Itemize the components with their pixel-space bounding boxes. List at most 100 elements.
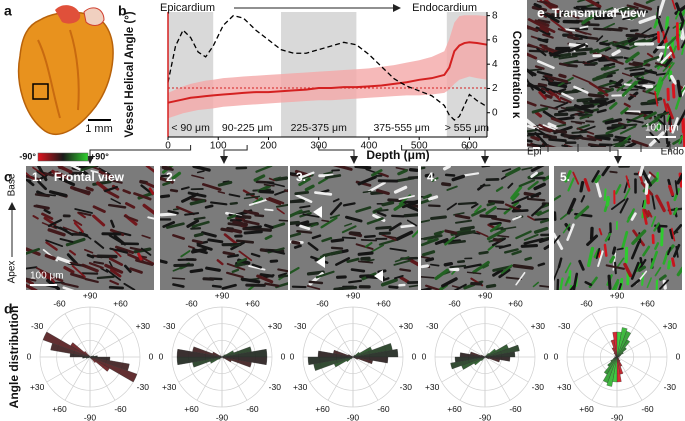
vessel-streak: [498, 268, 511, 279]
vessel-streak: [618, 6, 629, 13]
vessel-streak: [615, 257, 625, 269]
vessel-streak: [638, 80, 649, 85]
vessel-streak: [586, 246, 595, 268]
vessel-streak: [530, 171, 538, 178]
vessel-streak: [221, 283, 237, 290]
vessel-streak: [304, 184, 315, 192]
vessel-streak: [449, 264, 467, 269]
vessel-streak: [92, 205, 106, 213]
vessel-streak: [109, 279, 120, 286]
vessel-streak: [538, 237, 549, 244]
vessel-streak: [264, 208, 274, 212]
vessel-streak: [172, 234, 185, 240]
theta-tick-label: +30: [663, 321, 678, 331]
vessel-streak: [558, 54, 578, 60]
panel-label: a: [4, 3, 12, 19]
vessel-streak: [537, 82, 548, 87]
rose-petal: [221, 356, 223, 358]
vessel-streak: [576, 110, 585, 114]
vessel-streak: [175, 205, 195, 216]
vessel-streak: [629, 67, 646, 72]
connector: [466, 145, 622, 164]
vessel-streak: [642, 245, 651, 257]
vessel-streak: [579, 125, 596, 133]
vessel-streak: [659, 279, 670, 290]
scale-label: 100 μm: [30, 271, 64, 282]
vessel-streak: [558, 62, 569, 67]
vessel-streak: [605, 264, 625, 270]
vessel-streak: [58, 176, 76, 187]
vessel-streak: [657, 111, 672, 117]
vessel-streak: [623, 187, 631, 200]
theta-tick-label: -60: [53, 298, 66, 308]
vessel-streak: [243, 219, 260, 226]
tile-label: 1.: [32, 170, 42, 184]
vessel-streak: [193, 216, 206, 221]
vessel-streak: [527, 25, 539, 33]
vessel-streak: [588, 81, 606, 94]
vessel-streak: [255, 166, 273, 173]
theta-tick-label: 0: [281, 351, 286, 361]
vessel-streak: [189, 199, 206, 206]
vessel-streak: [276, 208, 285, 215]
vessel-streak: [299, 205, 311, 209]
theta-tick-label: +30: [425, 382, 440, 392]
vessel-streak: [355, 206, 372, 213]
vessel-streak: [248, 265, 266, 271]
vessel-streak: [205, 266, 221, 272]
vessel-streak: [250, 252, 261, 258]
vessel-streak: [35, 267, 53, 277]
vessel-streak: [548, 51, 557, 57]
theta-tick-label: -60: [377, 404, 390, 414]
rose-petal: [192, 346, 252, 368]
theta-tick-label: -60: [509, 404, 522, 414]
y2-tick-label: 2: [492, 83, 498, 94]
vessel-streak: [202, 183, 222, 191]
shaded-region: [168, 12, 214, 137]
vessel-streak: [163, 167, 174, 171]
vessel-streak: [531, 5, 548, 12]
theta-tick-label: +60: [184, 404, 199, 414]
vessel-streak: [228, 193, 241, 198]
x-tick-label: 500: [411, 141, 428, 152]
vessel-streak: [624, 141, 637, 147]
vessel-streak: [425, 257, 435, 263]
vessel-streak: [667, 260, 671, 270]
rose-petal: [313, 343, 393, 371]
vessel-streak: [611, 246, 617, 255]
vessel-streak: [434, 238, 449, 246]
vessel-streak: [264, 223, 274, 229]
vessel-streak: [647, 97, 663, 104]
vessel-streak: [489, 223, 502, 233]
vessel-streak: [616, 247, 624, 251]
vessel-streak: [586, 234, 599, 246]
rose-petal: [614, 354, 620, 360]
y2-tick-label: 6: [492, 35, 498, 46]
vessel-streak: [619, 197, 629, 214]
vessel-streak: [485, 283, 497, 289]
vessel-streak: [642, 208, 648, 225]
vessel-streak: [631, 139, 649, 147]
vessel-streak: [581, 136, 597, 142]
vessel-streak: [48, 190, 68, 198]
vessel-streak: [546, 4, 560, 12]
vessel-streak: [625, 51, 640, 64]
vessel-streak: [518, 179, 536, 188]
vessel-streak: [654, 76, 663, 93]
vessel-streak: [43, 208, 51, 214]
vessel-streak: [548, 82, 568, 89]
rose-petal: [473, 348, 497, 366]
vessel-streak: [441, 277, 458, 288]
vessel-streak: [667, 70, 673, 80]
vessel-streak: [534, 19, 550, 27]
vessel-streak: [633, 2, 653, 11]
vessel-streak: [566, 197, 577, 215]
vessel-streak: [44, 253, 56, 261]
vessel-streak: [557, 257, 563, 269]
vessel-streak: [663, 42, 668, 58]
vessel-streak: [133, 192, 152, 201]
vessel-streak: [660, 227, 664, 247]
vessel-streak: [574, 205, 590, 220]
vessel-streak: [512, 264, 534, 270]
vessel-streak: [633, 84, 646, 90]
